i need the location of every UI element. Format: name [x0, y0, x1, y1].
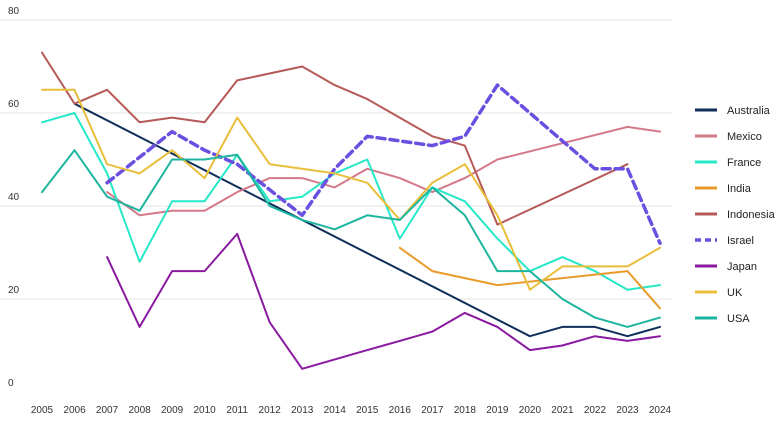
x-tick-label: 2024: [649, 405, 672, 416]
legend-item-uk: UK: [695, 287, 743, 299]
legend-item-indonesia: Indonesia: [695, 209, 776, 221]
legend-item-israel: Israel: [695, 235, 754, 247]
series-usa: [41, 149, 661, 328]
series-line-uk: [41, 88, 661, 291]
x-tick-label: 2015: [356, 405, 379, 416]
series-australia: [73, 102, 661, 338]
x-tick-label: 2016: [389, 405, 412, 416]
x-tick-label: 2010: [194, 405, 217, 416]
x-tick-label: 2022: [584, 405, 607, 416]
series-japan: [106, 232, 661, 370]
x-tick-label: 2007: [96, 405, 119, 416]
series-layer: [41, 51, 662, 370]
legend-item-france: France: [695, 157, 761, 169]
legend-item-australia: Australia: [695, 105, 771, 117]
x-tick-label: 2019: [486, 405, 509, 416]
x-tick-label: 2006: [63, 405, 86, 416]
legend-item-india: India: [695, 183, 752, 195]
x-tick-label: 2018: [454, 405, 477, 416]
legend-label: USA: [727, 313, 750, 325]
y-axis-ticks: 0 20 40 60 80: [8, 6, 20, 389]
series-uk: [41, 88, 661, 291]
x-tick-label: 2011: [226, 405, 248, 416]
series-line-usa: [41, 149, 661, 328]
legend: Australia Mexico France India Indonesia Israe…: [695, 105, 776, 325]
x-tick-label: 2005: [31, 405, 54, 416]
legend-label: Indonesia: [727, 209, 776, 221]
series-mexico: [106, 125, 661, 217]
x-tick-label: 2012: [259, 405, 282, 416]
y-tick-label: 40: [8, 192, 20, 203]
y-tick-label: 0: [8, 378, 14, 389]
x-tick-label: 2020: [519, 405, 542, 416]
series-line-indonesia: [41, 51, 629, 226]
series-line-mexico: [106, 125, 661, 217]
legend-label: Israel: [727, 235, 754, 247]
x-tick-label: 2023: [616, 405, 639, 416]
legend-label: Mexico: [727, 131, 762, 143]
x-tick-label: 2021: [551, 405, 574, 416]
series-indonesia: [41, 51, 629, 226]
legend-label: Australia: [727, 105, 771, 117]
series-line-japan: [106, 232, 661, 370]
series-line-france: [41, 112, 661, 291]
x-tick-label: 2009: [161, 405, 184, 416]
x-tick-label: 2013: [291, 405, 314, 416]
legend-label: France: [727, 157, 761, 169]
series-india: [398, 246, 661, 310]
series-france: [41, 112, 661, 291]
series-line-australia: [73, 102, 661, 338]
x-tick-label: 2017: [421, 405, 444, 416]
x-axis-ticks: 2005 2006 2007 2008 2009 2010 2011 2012 2013 2014…: [31, 405, 672, 416]
x-tick-label: 2008: [128, 405, 151, 416]
y-tick-label: 60: [8, 99, 20, 110]
legend-item-mexico: Mexico: [695, 131, 762, 143]
legend-item-japan: Japan: [695, 261, 757, 273]
y-tick-label: 80: [8, 6, 20, 17]
legend-label: Japan: [727, 261, 757, 273]
legend-item-usa: USA: [695, 313, 750, 325]
grid-layer: [0, 19, 672, 300]
series-line-india: [398, 246, 661, 310]
legend-label: UK: [727, 287, 743, 299]
legend-label: India: [727, 183, 752, 195]
x-tick-label: 2014: [324, 405, 347, 416]
y-tick-label: 20: [8, 285, 20, 296]
